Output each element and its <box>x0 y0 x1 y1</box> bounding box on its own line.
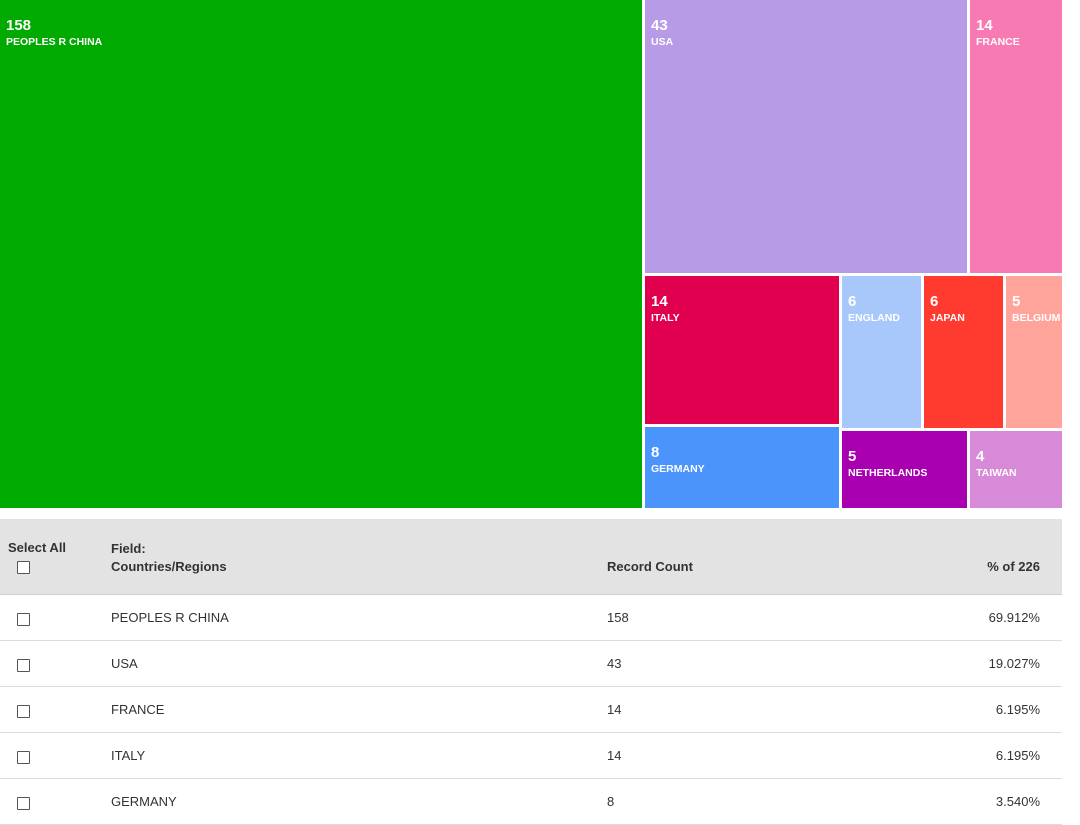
table-row: PEOPLES R CHINA 158 69.912% <box>0 595 1062 641</box>
treemap-label: PEOPLES R CHINA <box>6 36 103 48</box>
treemap-label: TAIWAN <box>976 467 1017 479</box>
treemap-value: 4 <box>976 448 985 465</box>
treemap-tile-belgium[interactable]: 5 BELGIUM <box>1006 276 1062 428</box>
row-checkbox[interactable] <box>17 659 30 672</box>
treemap-tile-peoples-r-china[interactable]: 158 PEOPLES R CHINA <box>0 0 642 508</box>
treemap-tile-france[interactable]: 14 FRANCE <box>970 0 1062 273</box>
table-row: USA 43 19.027% <box>0 641 1062 687</box>
row-percent: 6.195% <box>995 702 1040 717</box>
table-header: Select All Field: Countries/Regions Reco… <box>0 519 1062 595</box>
treemap-value: 8 <box>651 444 660 461</box>
table-row: GERMANY 8 3.540% <box>0 779 1062 825</box>
table-row: FRANCE 14 6.195% <box>0 687 1062 733</box>
row-percent: 19.027% <box>988 656 1040 671</box>
row-percent: 6.195% <box>995 748 1040 763</box>
treemap-tile-usa[interactable]: 43 USA <box>645 0 967 273</box>
row-name: PEOPLES R CHINA <box>111 610 229 625</box>
treemap-value: 158 <box>6 17 32 34</box>
row-count: 14 <box>607 748 622 763</box>
row-checkbox[interactable] <box>17 705 30 718</box>
treemap-chart: 158 PEOPLES R CHINA 43 USA 14 FRANCE 14 ITALY 6 E… <box>0 0 1062 508</box>
treemap-label: GERMANY <box>651 463 705 475</box>
treemap-tile-netherlands[interactable]: 5 NETHERLANDS <box>842 431 967 508</box>
row-name: USA <box>111 656 138 671</box>
treemap-label: JAPAN <box>930 312 965 324</box>
treemap-label: FRANCE <box>976 36 1020 48</box>
field-header: Field: Countries/Regions <box>111 540 227 576</box>
treemap-tile-italy[interactable]: 14 ITALY <box>645 276 839 424</box>
row-percent: 3.540% <box>995 794 1040 809</box>
record-count-header: Record Count <box>607 559 693 574</box>
treemap-value: 14 <box>651 293 668 310</box>
treemap-value: 6 <box>848 293 857 310</box>
row-count: 14 <box>607 702 622 717</box>
row-percent: 69.912% <box>988 610 1040 625</box>
select-all-checkbox[interactable] <box>17 561 30 574</box>
treemap-label: BELGIUM <box>1012 312 1061 324</box>
treemap-value: 43 <box>651 17 668 34</box>
row-name: GERMANY <box>111 794 177 809</box>
treemap-value: 5 <box>1012 293 1021 310</box>
select-all-label: Select All <box>8 540 67 555</box>
treemap-tile-germany[interactable]: 8 GERMANY <box>645 427 839 508</box>
row-count: 43 <box>607 656 622 671</box>
treemap-label: ITALY <box>651 312 680 324</box>
treemap-label: ENGLAND <box>848 312 900 324</box>
treemap-tile-japan[interactable]: 6 JAPAN <box>924 276 1003 428</box>
treemap-tile-taiwan[interactable]: 4 TAIWAN <box>970 431 1062 508</box>
field-header-line1: Field: <box>111 541 146 556</box>
treemap-label: NETHERLANDS <box>848 467 928 479</box>
row-count: 8 <box>607 794 615 809</box>
row-checkbox[interactable] <box>17 797 30 810</box>
treemap-label: USA <box>651 36 674 48</box>
field-header-line2: Countries/Regions <box>111 559 227 574</box>
treemap-value: 6 <box>930 293 939 310</box>
row-checkbox[interactable] <box>17 613 30 626</box>
percent-header: % of 226 <box>987 559 1040 574</box>
treemap-tile-england[interactable]: 6 ENGLAND <box>842 276 921 428</box>
treemap-value: 14 <box>976 17 993 34</box>
row-count: 158 <box>607 610 629 625</box>
results-table: Select All Field: Countries/Regions Reco… <box>0 519 1062 825</box>
row-name: FRANCE <box>111 702 165 717</box>
table-row: ITALY 14 6.195% <box>0 733 1062 779</box>
treemap-value: 5 <box>848 448 857 465</box>
row-name: ITALY <box>111 748 146 763</box>
row-checkbox[interactable] <box>17 751 30 764</box>
